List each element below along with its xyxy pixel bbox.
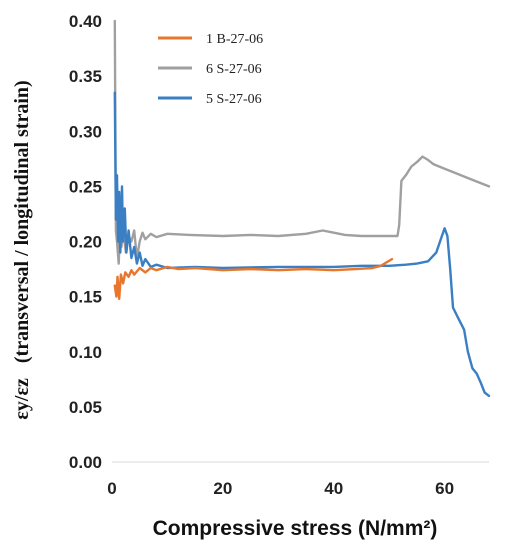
y-tick-label: 0.20	[69, 233, 102, 252]
y-axis-label: εy/εz (transversal / longitudinal strain…	[11, 80, 33, 419]
y-tick-label: 0.10	[69, 343, 102, 362]
series-line-1-b-27-06	[113, 257, 394, 300]
y-tick-label: 0.40	[69, 12, 102, 31]
legend-label: 1 B-27-06	[206, 32, 263, 47]
y-tick-label: 0.35	[69, 67, 102, 86]
series-line-6-s-27-06	[113, 19, 491, 265]
series-layer	[113, 19, 491, 398]
legend: 1 B-27-06 6 S-27-06 5 S-27-06	[158, 32, 263, 107]
x-axis-ticks: 0 20 40 60	[107, 479, 454, 498]
x-tick-label: 0	[107, 479, 116, 498]
y-axis-ticks: 0.00 0.05 0.10 0.15 0.20 0.25 0.30 0.35 0.40	[69, 12, 102, 472]
y-axis-label-ratio: εy/εz	[11, 378, 33, 420]
y-axis-label-description: (transversal / longitudinal strain)	[11, 80, 33, 363]
y-tick-label: 0.25	[69, 177, 102, 196]
x-tick-label: 40	[324, 479, 343, 498]
x-tick-label: 20	[213, 479, 232, 498]
legend-label: 6 S-27-06	[206, 62, 262, 77]
y-tick-label: 0.05	[69, 398, 102, 417]
y-tick-label: 0.00	[69, 453, 102, 472]
legend-label: 5 S-27-06	[206, 92, 262, 107]
series-line-5-s-27-06	[113, 91, 491, 398]
y-tick-label: 0.30	[69, 122, 102, 141]
x-axis-label: Compressive stress (N/mm²)	[153, 517, 438, 540]
y-tick-label: 0.15	[69, 288, 102, 307]
svg-text:εy/εz (transversal / l: εy/εz (transversal / longitudinal strain…	[11, 80, 33, 419]
x-tick-label: 60	[435, 479, 454, 498]
